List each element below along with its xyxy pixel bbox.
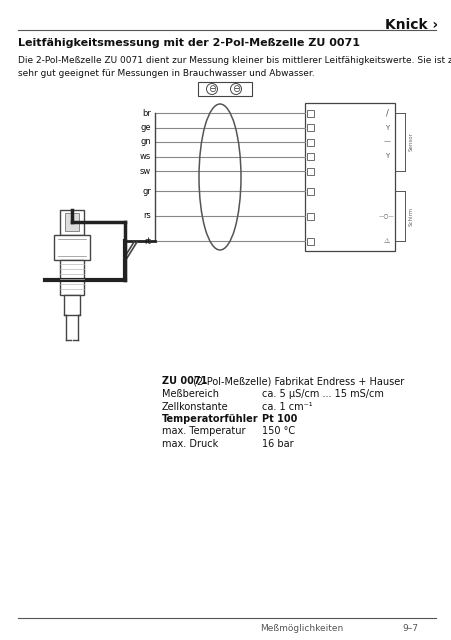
Text: Pt 100: Pt 100 [262, 414, 297, 424]
Text: ca. 1 cm⁻¹: ca. 1 cm⁻¹ [262, 401, 312, 412]
Text: ZU 0071: ZU 0071 [161, 376, 207, 386]
Text: Knick ›: Knick › [384, 18, 437, 32]
Text: ge: ge [140, 123, 151, 132]
Bar [60, 260, 84, 295]
Circle shape [230, 83, 241, 95]
Text: (2-Pol-Meßzelle) Fabrikat Endress + Hauser: (2-Pol-Meßzelle) Fabrikat Endress + Haus… [189, 376, 403, 386]
Text: —: — [382, 138, 390, 144]
Text: max. Temperatur: max. Temperatur [161, 426, 245, 436]
Text: Y: Y [384, 154, 388, 159]
Text: ⊖: ⊖ [231, 84, 239, 94]
Bar [306, 109, 313, 116]
Text: ca. 5 μS/cm ... 15 mS/cm: ca. 5 μS/cm ... 15 mS/cm [262, 389, 383, 399]
Bar [54, 235, 90, 260]
Bar [198, 82, 252, 96]
Bar [306, 138, 313, 145]
Text: Leitfähigkeitsmessung mit der 2-Pol-Meßzelle ZU 0071: Leitfähigkeitsmessung mit der 2-Pol-Meßz… [18, 38, 359, 48]
Text: ws: ws [139, 152, 151, 161]
Text: Temperatorfühler: Temperatorfühler [161, 414, 258, 424]
Text: ⚠: ⚠ [383, 238, 389, 244]
Text: gn: gn [140, 138, 151, 147]
Bar [306, 168, 313, 175]
Text: Y: Y [384, 125, 388, 131]
Text: Zellkonstante: Zellkonstante [161, 401, 228, 412]
Bar [306, 212, 313, 220]
Text: rs: rs [143, 211, 151, 221]
Bar [306, 124, 313, 131]
Text: rt: rt [144, 237, 151, 246]
Text: 16 bar: 16 bar [262, 439, 293, 449]
Text: max. Druck: max. Druck [161, 439, 218, 449]
Text: 9–7: 9–7 [401, 624, 417, 633]
Text: 150 °C: 150 °C [262, 426, 295, 436]
Text: sw: sw [139, 166, 151, 175]
Bar [64, 295, 80, 315]
Text: /: / [385, 109, 387, 118]
Text: br: br [142, 109, 151, 118]
Text: gr: gr [142, 186, 151, 195]
Text: Schirm: Schirm [408, 207, 413, 225]
Circle shape [206, 83, 217, 95]
Text: ⊖: ⊖ [207, 84, 216, 94]
Bar [306, 153, 313, 160]
Bar [60, 210, 84, 235]
Bar [65, 213, 79, 231]
Text: —○—: —○— [378, 214, 394, 218]
Text: Meßbereich: Meßbereich [161, 389, 219, 399]
Bar [306, 188, 313, 195]
Text: Sensor: Sensor [408, 132, 413, 152]
Text: Meßmöglichkeiten: Meßmöglichkeiten [259, 624, 342, 633]
Text: Die 2-Pol-Meßzelle ZU 0071 dient zur Messung kleiner bis mittlerer Leitfähigkeit: Die 2-Pol-Meßzelle ZU 0071 dient zur Mes… [18, 56, 451, 77]
Bar [306, 237, 313, 244]
Bar [304, 103, 394, 251]
